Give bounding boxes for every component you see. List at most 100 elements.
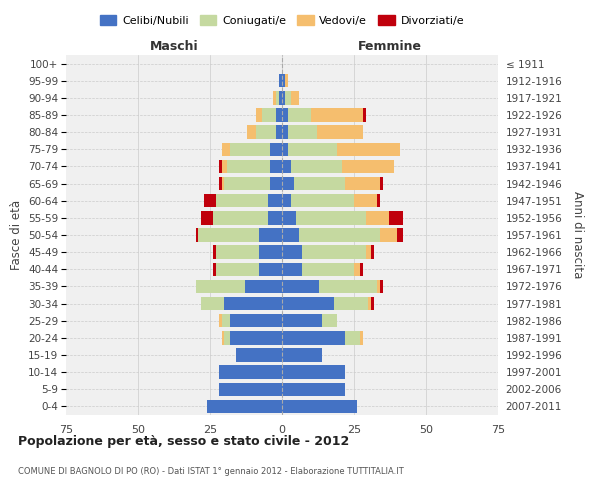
Bar: [259, 262, 282, 276]
Bar: [221, 160, 227, 173]
Text: Popolazione per età, sesso e stato civile - 2012: Popolazione per età, sesso e stato civil…: [18, 435, 349, 448]
Bar: [290, 194, 354, 207]
Bar: [230, 331, 282, 344]
Bar: [285, 91, 290, 104]
Bar: [368, 297, 371, 310]
Bar: [282, 126, 288, 139]
Bar: [224, 331, 230, 344]
Bar: [218, 314, 221, 328]
Y-axis label: Fasce di età: Fasce di età: [10, 200, 23, 270]
Bar: [354, 194, 377, 207]
Bar: [302, 246, 365, 259]
Bar: [334, 297, 368, 310]
Bar: [224, 297, 282, 310]
Bar: [218, 177, 221, 190]
Bar: [196, 280, 245, 293]
Bar: [221, 177, 224, 190]
Bar: [207, 400, 282, 413]
Bar: [256, 126, 276, 139]
Bar: [319, 280, 377, 293]
Bar: [290, 160, 343, 173]
Bar: [282, 246, 302, 259]
Bar: [196, 228, 199, 241]
Bar: [282, 400, 357, 413]
Bar: [282, 366, 346, 379]
Bar: [236, 348, 282, 362]
Text: Femmine: Femmine: [358, 40, 422, 54]
Bar: [360, 262, 362, 276]
Bar: [268, 194, 282, 207]
Bar: [279, 91, 282, 104]
Bar: [365, 246, 371, 259]
Bar: [299, 228, 380, 241]
Bar: [216, 246, 259, 259]
Bar: [380, 177, 383, 190]
Y-axis label: Anni di nascita: Anni di nascita: [571, 192, 584, 278]
Bar: [271, 142, 282, 156]
Text: COMUNE DI BAGNOLO DI PO (RO) - Dati ISTAT 1° gennaio 2012 - Elaborazione TUTTITA: COMUNE DI BAGNOLO DI PO (RO) - Dati ISTA…: [18, 468, 404, 476]
Bar: [282, 177, 293, 190]
Bar: [282, 142, 288, 156]
Bar: [276, 126, 282, 139]
Bar: [282, 280, 319, 293]
Bar: [202, 297, 224, 310]
Bar: [276, 91, 279, 104]
Bar: [346, 331, 360, 344]
Bar: [199, 228, 259, 241]
Bar: [282, 160, 290, 173]
Bar: [259, 228, 282, 241]
Bar: [389, 211, 403, 224]
Bar: [362, 108, 365, 122]
Bar: [346, 177, 380, 190]
Bar: [302, 262, 354, 276]
Bar: [213, 262, 216, 276]
Bar: [282, 228, 299, 241]
Bar: [371, 297, 374, 310]
Bar: [343, 160, 394, 173]
Bar: [221, 142, 230, 156]
Bar: [282, 262, 302, 276]
Bar: [365, 211, 389, 224]
Bar: [293, 177, 346, 190]
Bar: [230, 142, 271, 156]
Bar: [202, 211, 213, 224]
Bar: [288, 142, 337, 156]
Bar: [218, 382, 282, 396]
Bar: [245, 280, 282, 293]
Bar: [230, 314, 282, 328]
Bar: [282, 314, 322, 328]
Bar: [274, 91, 276, 104]
Bar: [262, 108, 276, 122]
Bar: [256, 108, 262, 122]
Bar: [282, 108, 288, 122]
Text: Maschi: Maschi: [149, 40, 199, 54]
Bar: [213, 211, 268, 224]
Bar: [354, 262, 360, 276]
Bar: [271, 177, 282, 190]
Bar: [276, 108, 282, 122]
Bar: [216, 262, 259, 276]
Bar: [204, 194, 216, 207]
Bar: [377, 280, 380, 293]
Bar: [282, 91, 285, 104]
Bar: [221, 314, 230, 328]
Bar: [247, 126, 256, 139]
Bar: [317, 126, 362, 139]
Bar: [282, 194, 290, 207]
Bar: [282, 297, 334, 310]
Bar: [311, 108, 362, 122]
Bar: [288, 108, 311, 122]
Bar: [377, 194, 380, 207]
Bar: [282, 382, 346, 396]
Bar: [360, 331, 362, 344]
Legend: Celibi/Nubili, Coniugati/e, Vedovi/e, Divorziati/e: Celibi/Nubili, Coniugati/e, Vedovi/e, Di…: [95, 10, 469, 30]
Bar: [371, 246, 374, 259]
Bar: [285, 74, 288, 88]
Bar: [216, 194, 268, 207]
Bar: [279, 74, 282, 88]
Bar: [296, 211, 365, 224]
Bar: [397, 228, 403, 241]
Bar: [282, 331, 346, 344]
Bar: [227, 160, 271, 173]
Bar: [259, 246, 282, 259]
